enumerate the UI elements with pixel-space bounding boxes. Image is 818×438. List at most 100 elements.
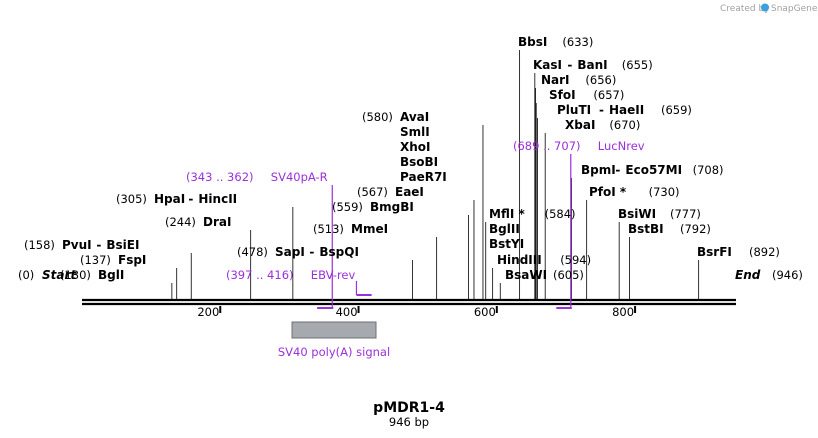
enzyme-name: HincII (198, 192, 237, 206)
enzyme-name: MflI * (489, 207, 525, 221)
site-pluti[interactable]: PluTI - HaeII (659) (557, 103, 692, 117)
site-mmei[interactable]: (513) MmeI (313, 222, 388, 236)
site-pfoi[interactable]: PfoI * (730) (589, 185, 680, 199)
site-position: (478) (237, 245, 268, 259)
site-hpai[interactable]: (305) HpaI - HincII (116, 192, 237, 206)
primer-range: (689 .. 707) (513, 139, 581, 153)
site-position: (659) (661, 103, 692, 117)
name-separator: - (599, 103, 604, 117)
site-bbsi[interactable]: BbsI (633) (518, 35, 593, 49)
site-position: (305) (116, 192, 147, 206)
primer-name: EBV-rev (311, 268, 356, 282)
enzyme-name: KasI (533, 58, 562, 72)
site-position: (892) (749, 245, 780, 259)
feature-label: SV40 poly(A) signal (278, 345, 390, 359)
plasmid-length: 946 bp (389, 415, 429, 429)
site-position: (777) (670, 207, 701, 221)
site-eaei[interactable]: (567) EaeI (357, 185, 424, 199)
site-bstbi[interactable]: BstBI (792) (628, 222, 711, 236)
site-bpmi[interactable]: BpmI - Eco57MI (708) (581, 163, 724, 177)
enzyme-name: BglI (98, 268, 124, 282)
site-position: (513) (313, 222, 344, 236)
end-label: End (735, 268, 761, 282)
axis-tick-label: 200 (197, 305, 219, 319)
site-hindiii[interactable]: HindIII (594) (497, 253, 591, 267)
name-separator: - (188, 192, 193, 206)
snapgene-logo-icon (761, 3, 769, 12)
site-position: (656) (585, 73, 616, 87)
site-sfoi[interactable]: SfoI (657) (549, 88, 624, 102)
enzyme-name: PluTI (557, 103, 591, 117)
primer-name: SV40pA-R (271, 170, 328, 184)
site-position: (158) (24, 238, 55, 252)
enzyme-name: XbaI (565, 118, 595, 132)
enzyme-name: AvaI (400, 110, 429, 124)
feature-annotations[interactable]: SV40 poly(A) signal (278, 321, 390, 359)
site-sapi[interactable]: (478) SapI - BspQI (237, 245, 359, 259)
enzyme-name: BanI (577, 58, 607, 72)
site-xbai[interactable]: XbaI (670) (565, 118, 640, 132)
site-position: (130) (60, 268, 91, 282)
enzyme-name: HpaI (154, 192, 185, 206)
site-pvui[interactable]: (158) PvuI - BsiEI (24, 238, 139, 252)
primer-annotations[interactable]: (343 .. 362) SV40pA-R(397 .. 416) EBV-rev(… (186, 139, 645, 309)
enzyme-name: BsrFI (697, 245, 732, 259)
site-bgli[interactable]: (130) BglI (60, 268, 124, 282)
primer-range: (397 .. 416) (226, 268, 294, 282)
axis-tick-label: 400 (336, 305, 358, 319)
site-bsrfi[interactable]: BsrFI (892) (697, 245, 780, 259)
enzyme-name: BpmI (581, 163, 616, 177)
site-position: (594) (560, 253, 591, 267)
enzyme-name: PaeR7I (400, 170, 447, 184)
enzyme-name: HaeII (609, 103, 644, 117)
site-bsawi[interactable]: BsaWI (605) (505, 268, 584, 282)
site-kasi[interactable]: KasI - BanI (655) (533, 58, 653, 72)
enzyme-name: BglII (489, 222, 520, 236)
site-position: (670) (609, 118, 640, 132)
backbone (82, 298, 736, 306)
site-labels: (130) BglI(137) FspI(158) PvuI - BsiEI(244) Dr… (24, 35, 780, 282)
site-drai[interactable]: (244) DraI (165, 215, 231, 229)
primer-range: (343 .. 362) (186, 170, 254, 184)
enzyme-name: PvuI (62, 238, 92, 252)
primer-lucnrev[interactable]: (689 .. 707) LucNrev (513, 139, 645, 309)
feature-sv40-polya[interactable]: SV40 poly(A) signal (278, 321, 390, 359)
primer-name: LucNrev (598, 139, 645, 153)
end-position: (946) (772, 268, 803, 282)
start-label: Start (42, 268, 77, 282)
enzyme-name: BstBI (628, 222, 664, 236)
name-separator: - (96, 238, 101, 252)
site-position: (655) (622, 58, 653, 72)
feature-box (291, 321, 377, 339)
credit-brand: SnapGene (771, 4, 818, 14)
enzyme-name: Eco57MI (625, 163, 682, 177)
site-position: (244) (165, 215, 196, 229)
position-axis: 200 400 600 800 (197, 305, 637, 319)
enzyme-name: SapI (275, 245, 305, 259)
primer-ebv-rev[interactable]: (397 .. 416) EBV-rev (226, 268, 372, 296)
axis-tick-label: 800 (612, 305, 634, 319)
site-position: (559) (332, 200, 363, 214)
site-position: (584) (545, 207, 576, 221)
site-position: (730) (649, 185, 680, 199)
enzyme-name: DraI (203, 215, 231, 229)
site-position: (567) (357, 185, 388, 199)
site-position: (605) (553, 268, 584, 282)
site-position: (792) (680, 222, 711, 236)
start-position: (0) (18, 268, 34, 282)
site-nari[interactable]: NarI (656) (541, 73, 616, 87)
site-fspi[interactable]: (137) FspI (80, 253, 146, 267)
enzyme-name: FspI (118, 253, 146, 267)
site-position: (580) (362, 110, 393, 124)
enzyme-name: NarI (541, 73, 570, 87)
end-marker: End (946) (735, 268, 803, 282)
enzyme-name: BstYI (489, 237, 524, 251)
site-bmgbi[interactable]: (559) BmgBI (332, 200, 414, 214)
site-bsiwi[interactable]: BsiWI (777) (618, 207, 701, 221)
enzyme-name: SmlI (400, 125, 430, 139)
primer-sv40pa-r[interactable]: (343 .. 362) SV40pA-R (186, 170, 334, 309)
name-separator: - (309, 245, 314, 259)
